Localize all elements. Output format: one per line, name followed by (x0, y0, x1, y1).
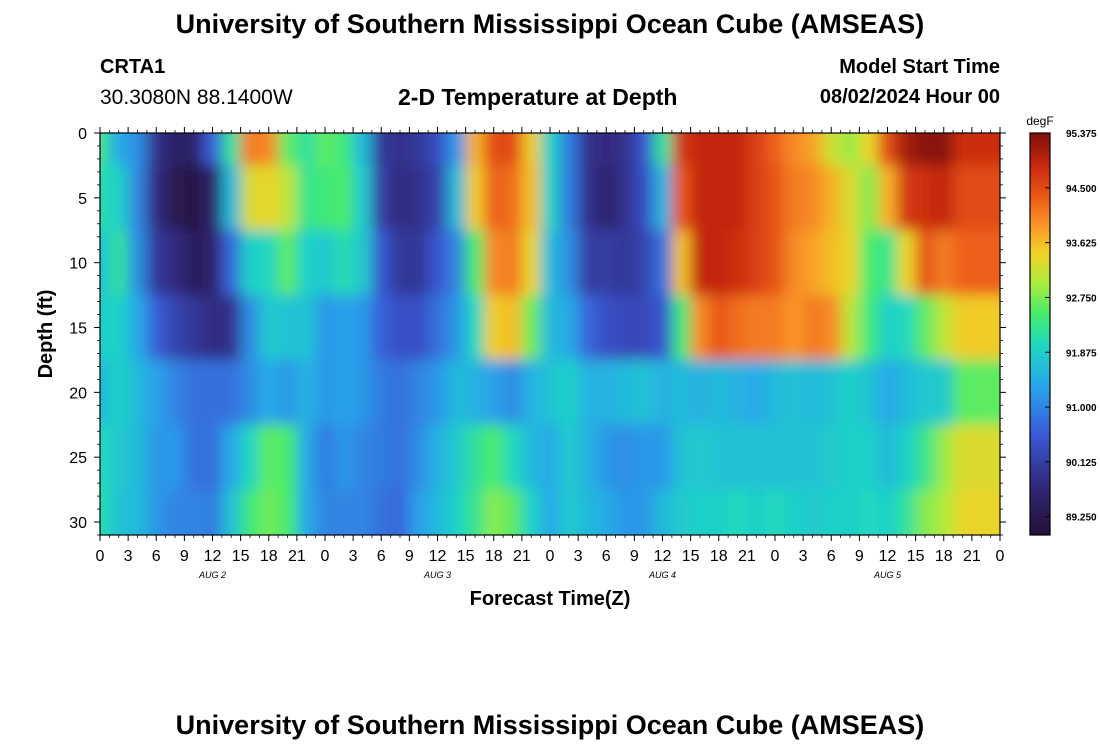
y-tick-label: 0 (78, 126, 87, 143)
colorbar-gradient (1029, 132, 1051, 536)
x-tick-label: 15 (682, 548, 700, 565)
heatmap-cell (971, 424, 1000, 491)
x-tick-label: 3 (799, 548, 808, 565)
x-tick-label: 18 (260, 548, 278, 565)
x-tick-label: 6 (602, 548, 611, 565)
x-tick-label: 0 (96, 548, 105, 565)
day-label: AUG 4 (648, 570, 676, 580)
heatmap-cell (971, 295, 1000, 361)
y-tick-label: 5 (78, 191, 87, 208)
colorbar-tick-label: 91.875 (1066, 348, 1097, 359)
x-tick-label: 3 (349, 548, 358, 565)
footer-title: University of Southern Mississippi Ocean… (175, 710, 925, 740)
x-tick-label: 18 (485, 548, 503, 565)
colorbar-tick-label: 94.500 (1066, 184, 1097, 195)
x-tick-label: 15 (457, 548, 475, 565)
colorbar-tick-label: 90.125 (1066, 458, 1097, 469)
chart-title: 2-D Temperature at Depth (398, 84, 678, 110)
heatmap-cell (971, 359, 1000, 426)
x-tick-label: 12 (879, 548, 897, 565)
x-tick-label: 9 (855, 548, 864, 565)
model-start-value: 08/02/2024 Hour 00 (819, 86, 1000, 108)
x-tick-label: 9 (180, 548, 189, 565)
x-tick-label: 0 (546, 548, 555, 565)
y-tick-label: 15 (69, 321, 87, 338)
x-tick-label: 21 (738, 548, 756, 565)
colorbar-tick-label: 95.375 (1066, 129, 1097, 140)
heatmap-cell (971, 165, 1000, 232)
x-tick-label: 0 (321, 548, 330, 565)
colorbar-tick-label: 92.750 (1066, 293, 1097, 304)
x-tick-label: 0 (996, 548, 1005, 565)
x-tick-label: 12 (654, 548, 672, 565)
x-tick-label: 21 (288, 548, 306, 565)
x-tick-label: 18 (710, 548, 728, 565)
model-start-label: Model Start Time (839, 56, 1000, 78)
x-tick-label: 3 (574, 548, 583, 565)
x-tick-label: 15 (907, 548, 925, 565)
y-tick-label: 30 (69, 515, 87, 532)
heatmap-cell (971, 489, 1000, 535)
x-tick-label: 0 (771, 548, 780, 565)
y-axis-label: Depth (ft) (35, 290, 57, 379)
y-tick-label: 10 (69, 256, 87, 273)
x-tick-label: 12 (204, 548, 222, 565)
x-tick-label: 21 (513, 548, 531, 565)
y-tick-label: 20 (69, 385, 87, 402)
y-tick-label: 25 (69, 450, 87, 467)
x-tick-label: 3 (124, 548, 133, 565)
x-tick-label: 6 (152, 548, 161, 565)
colorbar-tick-label: 89.250 (1066, 513, 1097, 524)
x-tick-label: 6 (377, 548, 386, 565)
heatmap-cell (971, 133, 1000, 167)
station-coordinates: 30.3080N 88.1400W (100, 86, 293, 109)
x-tick-label: 9 (405, 548, 414, 565)
x-tick-label: 12 (429, 548, 447, 565)
colorbar-unit: degF (1026, 114, 1053, 128)
x-tick-label: 9 (630, 548, 639, 565)
colorbar-tick-label: 93.625 (1066, 239, 1097, 250)
x-tick-label: 18 (935, 548, 953, 565)
colorbar-tick-label: 91.000 (1066, 403, 1097, 414)
x-tick-label: 21 (963, 548, 981, 565)
colorbar: 95.375 94.500 93.625 92.750 91.875 91.000 90.1… (1026, 114, 1097, 536)
page-title: University of Southern Mississippi Ocean… (175, 9, 925, 39)
day-label: AUG 2 (198, 570, 226, 580)
day-label: AUG 5 (873, 570, 902, 580)
x-axis-label: Forecast Time(Z) (470, 588, 631, 610)
x-tick-label: 6 (827, 548, 836, 565)
heatmap (100, 133, 1000, 535)
day-label: AUG 3 (423, 570, 451, 580)
station-id: CRTA1 (100, 56, 166, 78)
heatmap-cell (971, 230, 1000, 297)
x-tick-label: 15 (232, 548, 250, 565)
